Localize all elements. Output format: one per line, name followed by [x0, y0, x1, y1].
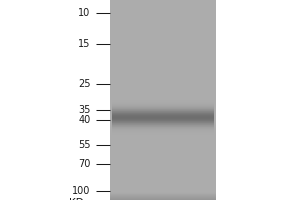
Text: 25: 25: [78, 79, 91, 89]
Text: 15: 15: [78, 39, 91, 49]
Text: 40: 40: [78, 115, 91, 125]
Text: 35: 35: [78, 105, 91, 115]
Text: 55: 55: [78, 140, 91, 150]
Text: KDa: KDa: [70, 198, 91, 200]
Text: 100: 100: [72, 186, 91, 196]
Text: 10: 10: [78, 8, 91, 18]
Text: 70: 70: [78, 159, 91, 169]
